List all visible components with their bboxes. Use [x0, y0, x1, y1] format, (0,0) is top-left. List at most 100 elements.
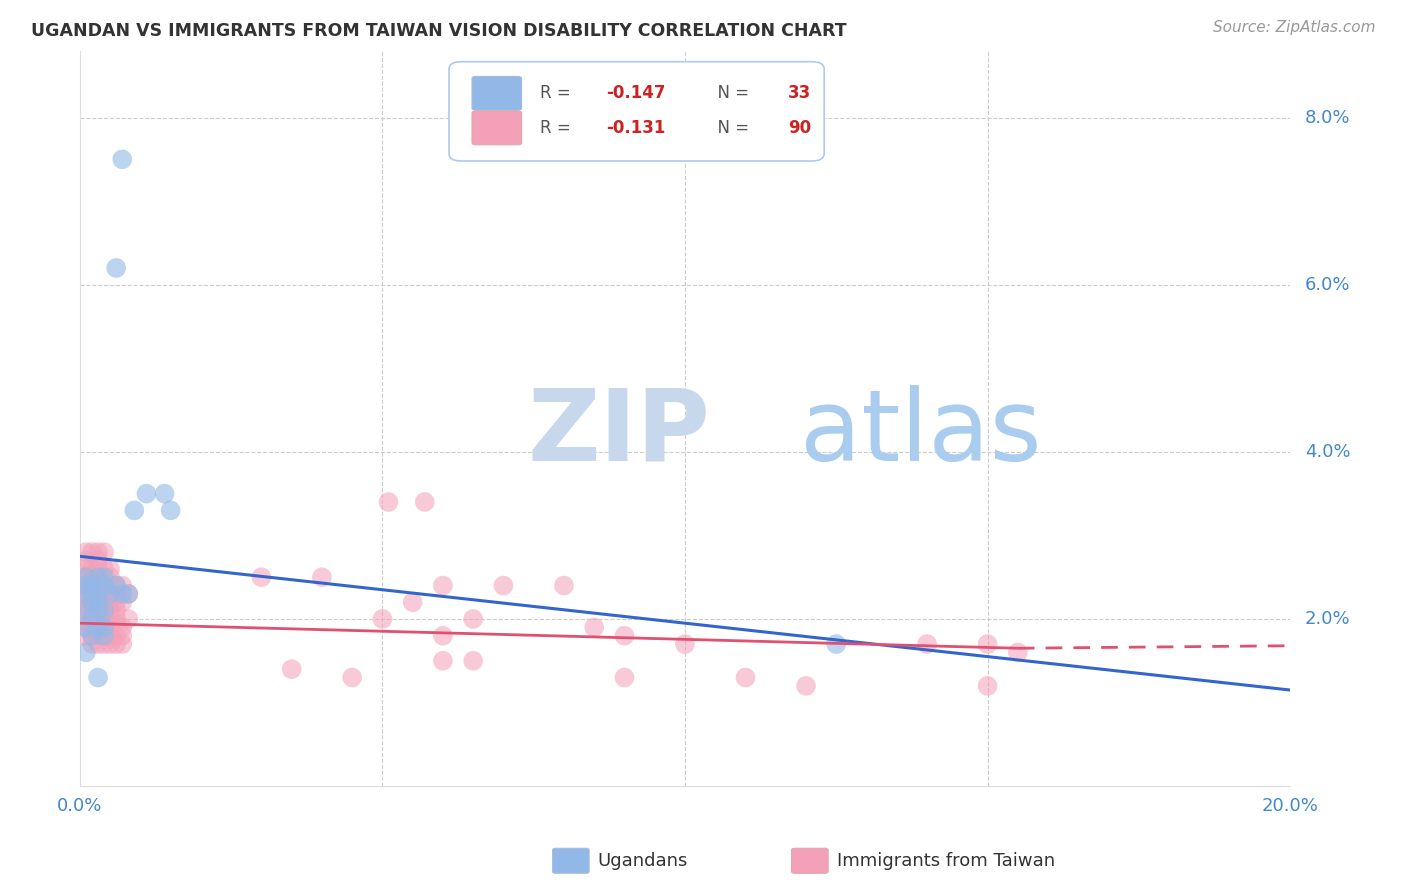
- Point: [105, 637, 128, 651]
- Point: [105, 260, 128, 275]
- Point: [124, 503, 146, 517]
- Point: [976, 637, 998, 651]
- Point: [80, 637, 103, 651]
- Point: [87, 595, 110, 609]
- Point: [93, 545, 115, 559]
- Point: [75, 587, 97, 601]
- Point: [432, 654, 454, 668]
- Text: -0.131: -0.131: [606, 119, 665, 136]
- Point: [93, 604, 115, 618]
- Point: [75, 570, 97, 584]
- Point: [111, 153, 134, 167]
- Point: [87, 620, 110, 634]
- Point: [75, 578, 97, 592]
- FancyBboxPatch shape: [472, 77, 522, 111]
- Point: [93, 562, 115, 576]
- Point: [105, 604, 128, 618]
- Point: [75, 620, 97, 634]
- Text: R =: R =: [540, 85, 576, 103]
- Point: [93, 570, 115, 584]
- Point: [583, 620, 606, 634]
- Text: 4.0%: 4.0%: [1305, 442, 1350, 461]
- Point: [80, 578, 103, 592]
- Point: [87, 570, 110, 584]
- Point: [371, 612, 394, 626]
- Text: 33: 33: [787, 85, 811, 103]
- Point: [87, 620, 110, 634]
- Point: [613, 671, 636, 685]
- Point: [87, 570, 110, 584]
- Point: [105, 587, 128, 601]
- Text: -0.147: -0.147: [606, 85, 666, 103]
- Point: [377, 495, 399, 509]
- Point: [93, 578, 115, 592]
- Point: [87, 545, 110, 559]
- Point: [87, 604, 110, 618]
- Point: [87, 587, 110, 601]
- Point: [413, 495, 436, 509]
- Text: 8.0%: 8.0%: [1305, 109, 1350, 127]
- Point: [402, 595, 425, 609]
- Text: ZIP: ZIP: [527, 384, 710, 482]
- Point: [80, 562, 103, 576]
- Point: [98, 595, 121, 609]
- Point: [75, 629, 97, 643]
- FancyBboxPatch shape: [472, 111, 522, 145]
- Point: [75, 562, 97, 576]
- Point: [98, 604, 121, 618]
- Point: [159, 503, 181, 517]
- Point: [80, 570, 103, 584]
- Point: [93, 629, 115, 643]
- Point: [87, 637, 110, 651]
- Point: [463, 612, 485, 626]
- Point: [492, 578, 515, 592]
- Point: [75, 587, 97, 601]
- Point: [613, 629, 636, 643]
- Point: [1007, 645, 1029, 659]
- Point: [87, 604, 110, 618]
- Point: [80, 587, 103, 601]
- Point: [80, 620, 103, 634]
- Point: [75, 545, 97, 559]
- Point: [75, 604, 97, 618]
- Point: [280, 662, 302, 676]
- Point: [794, 679, 817, 693]
- Point: [93, 629, 115, 643]
- Point: [87, 629, 110, 643]
- Point: [432, 578, 454, 592]
- Point: [111, 629, 134, 643]
- Point: [80, 629, 103, 643]
- Text: UGANDAN VS IMMIGRANTS FROM TAIWAN VISION DISABILITY CORRELATION CHART: UGANDAN VS IMMIGRANTS FROM TAIWAN VISION…: [31, 22, 846, 40]
- Point: [80, 595, 103, 609]
- Point: [98, 612, 121, 626]
- Point: [80, 629, 103, 643]
- Point: [75, 553, 97, 567]
- Point: [80, 587, 103, 601]
- Point: [87, 595, 110, 609]
- Point: [311, 570, 333, 584]
- Point: [80, 612, 103, 626]
- Point: [98, 629, 121, 643]
- Point: [93, 578, 115, 592]
- Point: [75, 645, 97, 659]
- Point: [105, 612, 128, 626]
- Point: [105, 578, 128, 592]
- Point: [825, 637, 848, 651]
- Point: [673, 637, 696, 651]
- Point: [93, 587, 115, 601]
- Point: [87, 553, 110, 567]
- Point: [553, 578, 575, 592]
- Text: Source: ZipAtlas.com: Source: ZipAtlas.com: [1212, 20, 1375, 35]
- Text: N =: N =: [707, 85, 754, 103]
- Point: [80, 612, 103, 626]
- Point: [75, 604, 97, 618]
- Point: [432, 629, 454, 643]
- Point: [117, 587, 139, 601]
- Point: [93, 620, 115, 634]
- Point: [80, 595, 103, 609]
- Point: [75, 612, 97, 626]
- Point: [250, 570, 273, 584]
- Point: [75, 620, 97, 634]
- Point: [87, 562, 110, 576]
- Point: [98, 620, 121, 634]
